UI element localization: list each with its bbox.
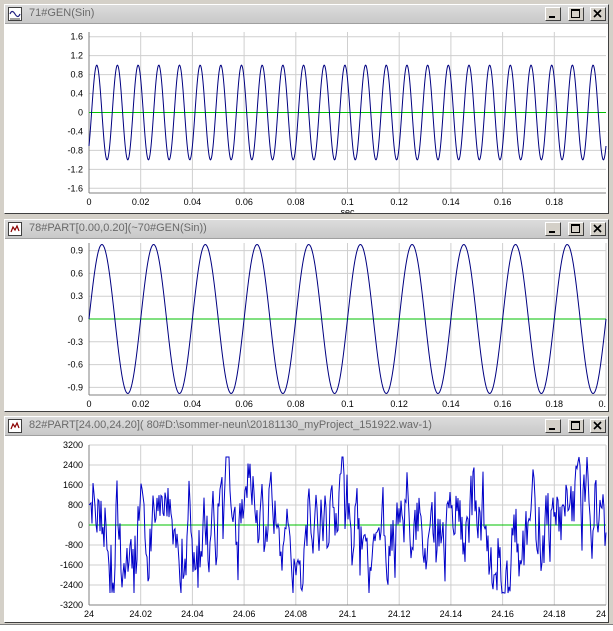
- title-bar[interactable]: 71#GEN(Sin): [5, 5, 608, 24]
- plot-area[interactable]: 1.6 1.2 0.8 0.4 0 -0.4 -0.8 -1.2 -1.6 0 0.02 0.04 0.…: [5, 24, 608, 213]
- chart-svg: 1.61.20.80.40-0.4-0.8-1.2-1.60 0.02 0.04 0.…: [67, 32, 607, 213]
- close-button[interactable]: [590, 419, 606, 433]
- y-tick-label: 0.9: [70, 246, 83, 256]
- x-tick-label: 24.06: [233, 609, 256, 619]
- y-tick-label: 0: [78, 520, 83, 530]
- minimize-button[interactable]: [545, 419, 562, 433]
- title-bar[interactable]: 78#PART[0.00,0.20](~70#GEN(Sin)): [5, 220, 608, 239]
- x-tick-label: 0.16: [494, 399, 512, 409]
- y-tick-label: 0: [78, 314, 83, 324]
- x-tick-label: 0.18: [546, 197, 564, 207]
- plot-area[interactable]: 0.9 0.6 0.3 0 -0.3 -0.6 -0.9 0 0.02 0.04 0.06 0.08 0…: [5, 239, 608, 411]
- x-tick-label: 24.02: [129, 609, 152, 619]
- x-tick-label: 24: [596, 609, 606, 619]
- maximize-button[interactable]: [567, 7, 584, 21]
- chart-svg: 0.90.60.30-0.3-0.6-0.90 0.02 0.04 0.06 0.08 0…: [67, 243, 607, 411]
- x-tick-label: 0.06: [235, 399, 253, 409]
- close-button[interactable]: [590, 7, 606, 21]
- window-title: 71#GEN(Sin): [29, 7, 95, 19]
- x-tick-label: 24.08: [285, 609, 308, 619]
- x-tick-label: 0.06: [235, 197, 253, 207]
- y-tick-label: -0.9: [67, 382, 83, 392]
- y-tick-label: 0.6: [70, 268, 83, 278]
- x-axis-label: sec: [340, 207, 355, 213]
- x-tick-label: 0: [86, 197, 91, 207]
- x-tick-label: 24.1: [339, 609, 357, 619]
- y-tick-label: 0: [78, 108, 83, 118]
- y-tick-label: -1.6: [67, 183, 83, 193]
- window-title: 82#PART[24.00,24.20]( 80#D:\sommer-neun\…: [29, 419, 432, 431]
- y-tick-label: 2400: [63, 460, 83, 470]
- x-tick-label: 24.14: [440, 609, 463, 619]
- x-axis-label: sec: [340, 619, 355, 622]
- x-tick-label: 0.14: [442, 399, 460, 409]
- signal-series-line: [88, 243, 607, 395]
- x-tick-label: 0: [86, 399, 91, 409]
- close-button[interactable]: [590, 222, 606, 236]
- x-tick-label: 0.08: [287, 399, 305, 409]
- window-title: 78#PART[0.00,0.20](~70#GEN(Sin)): [29, 222, 207, 234]
- y-tick-label: -0.3: [67, 337, 83, 347]
- maximize-button[interactable]: [567, 419, 584, 433]
- y-tick-label: 1.6: [70, 32, 83, 42]
- y-tick-label: -800: [65, 540, 83, 550]
- chart-window-1[interactable]: 71#GEN(Sin) 1.6 1.2 0.8 0.4 0 -0.4 -0.8 -1.2 -1.…: [4, 4, 609, 214]
- x-tick-label: 0.: [598, 399, 606, 409]
- x-tick-label: 24.18: [543, 609, 566, 619]
- x-tick-label: 0.18: [546, 399, 564, 409]
- y-tick-label: -0.8: [67, 145, 83, 155]
- title-bar[interactable]: 82#PART[24.00,24.20]( 80#D:\sommer-neun\…: [5, 417, 608, 436]
- chart-window-3[interactable]: 82#PART[24.00,24.20]( 80#D:\sommer-neun\…: [4, 416, 609, 623]
- maximize-button[interactable]: [567, 222, 584, 236]
- chart-window-icon: [8, 7, 22, 21]
- x-tick-label: 0.16: [494, 197, 512, 207]
- x-tick-label: 24.04: [181, 609, 204, 619]
- signal-series-line: [88, 64, 607, 161]
- y-tick-label: 0.4: [70, 89, 83, 99]
- x-tick-label: 0.02: [132, 197, 150, 207]
- x-tick-label: 24.16: [491, 609, 514, 619]
- chart-window-icon: [8, 222, 22, 236]
- y-tick-label: 1600: [63, 480, 83, 490]
- x-tick-label: 0.04: [184, 399, 202, 409]
- x-tick-label: 0.1: [341, 197, 354, 207]
- y-tick-label: -0.6: [67, 360, 83, 370]
- x-tick-label: 0.02: [132, 399, 150, 409]
- minimize-button[interactable]: [545, 7, 562, 21]
- y-tick-label: 800: [68, 500, 83, 510]
- y-tick-label: -3200: [60, 600, 83, 610]
- x-tick-label: 0.08: [287, 197, 305, 207]
- chart-window-2[interactable]: 78#PART[0.00,0.20](~70#GEN(Sin)) 0.9 0.6 0…: [4, 219, 609, 412]
- y-tick-label: 0.3: [70, 291, 83, 301]
- x-tick-label: 24: [84, 609, 94, 619]
- y-tick-label: -2400: [60, 580, 83, 590]
- y-tick-label: 1.2: [70, 51, 83, 61]
- y-tick-label: -1600: [60, 560, 83, 570]
- minimize-button[interactable]: [545, 222, 562, 236]
- x-tick-label: 24.12: [388, 609, 411, 619]
- x-tick-label: 0.12: [390, 399, 408, 409]
- x-tick-label: 0.1: [341, 399, 354, 409]
- plot-area[interactable]: 3200 2400 1600 800 0 -800 -1600 -2400 -3200 24 24.…: [5, 436, 608, 622]
- x-axis-label: sec: [340, 409, 355, 411]
- x-tick-label: 0.12: [390, 197, 408, 207]
- x-tick-label: 0.14: [442, 197, 460, 207]
- next-window-edge: [0, 624, 613, 631]
- y-tick-label: -1.2: [67, 164, 83, 174]
- x-tick-label: 0.04: [184, 197, 202, 207]
- signal-series-line: [88, 456, 607, 594]
- y-tick-label: 3200: [63, 440, 83, 450]
- y-tick-label: -0.4: [67, 126, 83, 136]
- chart-window-icon: [8, 419, 22, 433]
- y-tick-label: 0.8: [70, 70, 83, 80]
